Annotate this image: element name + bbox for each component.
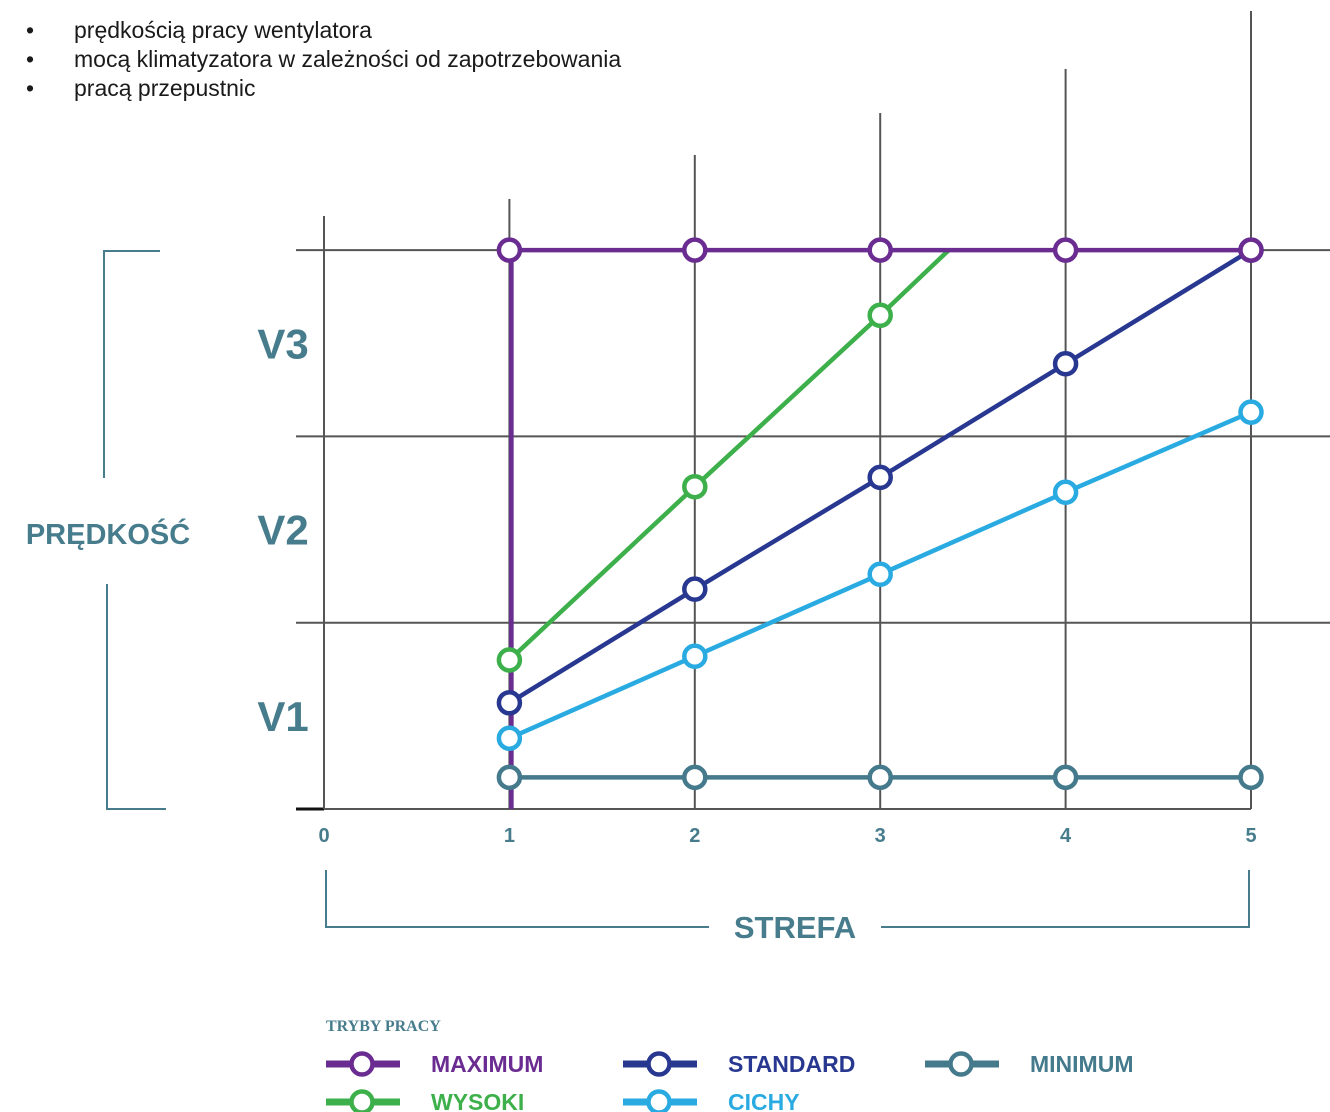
legend-swatch-marker [349, 1089, 375, 1112]
legend-title: TRYBY PRACY [326, 1018, 441, 1035]
bullet-dot: • [26, 46, 35, 72]
speed-band-label: V2 [257, 507, 308, 554]
x-tick-label: 5 [1245, 825, 1256, 847]
data-point-standard [1052, 350, 1079, 377]
chart-labels: 0 1 2 3 4 5 V1 V2 V3 PRĘDKOŚĆ STREFA [26, 320, 1257, 945]
series-line-maximum [509, 247, 1253, 809]
x-tick-label: 3 [875, 825, 886, 847]
data-point-cichy [682, 643, 708, 669]
legend-label: MAXIMUM [431, 1051, 543, 1077]
x-tick-label: 1 [504, 825, 515, 847]
data-point-maximum [867, 237, 893, 263]
legend-swatch-marker [349, 1051, 375, 1077]
chart-series [496, 237, 1264, 809]
y-bracket-bottom [106, 584, 166, 810]
y-bracket-top [103, 250, 160, 478]
x-tick-label: 0 [318, 825, 329, 847]
bullet-text: mocą klimatyzatora w zależności od zapot… [74, 46, 622, 72]
bullet-text: prędkością pracy wentylatora [74, 17, 372, 43]
x-tick-label: 2 [689, 825, 700, 847]
speed-band-label: V1 [257, 693, 308, 740]
legend-label: STANDARD [728, 1051, 855, 1077]
data-point-minimum [682, 764, 708, 791]
legend-label: CICHY [728, 1089, 800, 1112]
data-point-wysoki [867, 302, 893, 329]
bullet-dot: • [26, 75, 35, 101]
speed-band-label: V3 [257, 320, 308, 367]
bullet-item: • pracą przepustnic [24, 74, 621, 103]
data-point-standard [496, 690, 523, 716]
data-point-maximum [682, 237, 708, 263]
legend-swatch-marker [646, 1051, 672, 1077]
data-point-cichy [1238, 399, 1264, 425]
legend-label: MINIMUM [1030, 1051, 1133, 1077]
x-bracket-right [881, 870, 1250, 928]
data-point-minimum [496, 764, 523, 791]
data-point-cichy [1052, 479, 1079, 506]
data-point-standard [867, 464, 893, 491]
data-point-standard [682, 576, 708, 602]
data-point-wysoki [496, 647, 523, 673]
x-axis-label: STREFA [734, 910, 856, 945]
bullet-item: • mocą klimatyzatora w zależności od zapo… [24, 45, 621, 74]
data-point-minimum [867, 764, 893, 791]
y-axis-label: PRĘDKOŚĆ [26, 517, 190, 551]
chart-brackets [103, 250, 1250, 928]
legend-swatch-marker [948, 1051, 974, 1077]
legend-label: WYSOKI [431, 1089, 524, 1112]
bullet-item: • prędkością pracy wentylatora [24, 16, 621, 45]
chart-legend: TRYBY PRACY MAXIMUM STANDARD MINIMUM WYSOKI C… [326, 1018, 1133, 1112]
data-point-minimum [1052, 764, 1079, 791]
data-point-minimum [1238, 764, 1264, 791]
legend-swatch-marker [646, 1089, 672, 1112]
series-line-wysoki [507, 248, 951, 662]
bullet-dot: • [26, 17, 35, 43]
data-point-cichy [867, 561, 893, 588]
chart-grid [296, 11, 1330, 811]
x-tick-label: 4 [1060, 825, 1072, 847]
data-point-maximum [496, 237, 523, 263]
x-bracket-left [325, 870, 709, 928]
data-point-maximum [1238, 237, 1264, 263]
bullet-text: pracą przepustnic [74, 75, 256, 101]
data-point-wysoki [682, 473, 708, 500]
data-point-cichy [496, 725, 523, 751]
bullet-list: • prędkością pracy wentylatora • mocą klim… [24, 16, 621, 103]
data-point-maximum [1052, 237, 1079, 263]
